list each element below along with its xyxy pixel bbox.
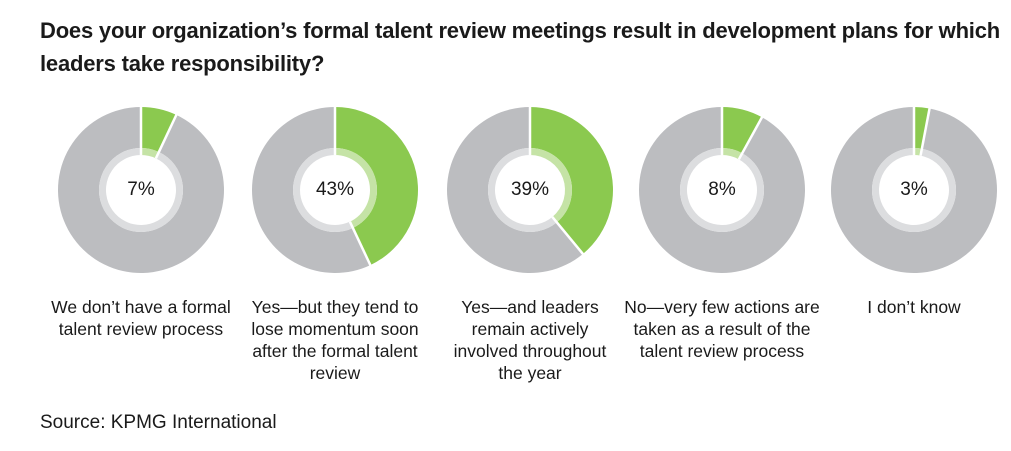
category-label: We don’t have a formal talent review pro…: [51, 297, 231, 339]
donut-chart: 7%: [56, 105, 226, 275]
slice-rest: [251, 107, 371, 273]
slice-rest: [446, 107, 583, 273]
data-label: 7%: [127, 179, 155, 200]
slice-value: [335, 107, 418, 266]
slice-value: [722, 107, 762, 154]
slice-rest: [57, 107, 224, 273]
slice-separator: [348, 221, 372, 267]
data-label: 43%: [315, 179, 355, 200]
donut-chart: 39%: [445, 105, 615, 275]
slice-separator: [737, 115, 764, 160]
slice-value: [530, 107, 613, 254]
chart-title: Does your organization’s formal talent r…: [40, 18, 1000, 76]
inner-ring-rest: [293, 148, 353, 232]
slice-value: [141, 107, 177, 152]
inner-ring-value: [141, 148, 159, 159]
donut-chart: 3%: [829, 105, 999, 275]
inner-ring-value: [335, 148, 377, 229]
slice-rest: [831, 107, 997, 273]
slice-separator: [551, 216, 585, 256]
slice-rest: [639, 107, 805, 273]
data-label: 3%: [900, 179, 928, 200]
donut-chart: 43%: [250, 105, 420, 275]
category-label: Yes—and leaders remain actively involved…: [453, 297, 607, 383]
slice-separator: [154, 113, 178, 159]
inner-ring-value: [722, 148, 743, 160]
donut-chart: 8%: [637, 105, 807, 275]
category-label: Yes—but they tend to lose momentum soon …: [251, 297, 419, 383]
category-label: No—very few actions are taken as a resul…: [624, 297, 820, 361]
data-label: 39%: [510, 179, 550, 200]
category-label: I don’t know: [867, 297, 961, 317]
inner-ring-rest: [488, 148, 557, 232]
source-note: Source: KPMG International: [40, 412, 277, 433]
slice-separator: [919, 107, 931, 156]
inner-ring-value: [530, 148, 572, 223]
data-label: 8%: [708, 179, 736, 200]
slice-value: [914, 107, 930, 149]
